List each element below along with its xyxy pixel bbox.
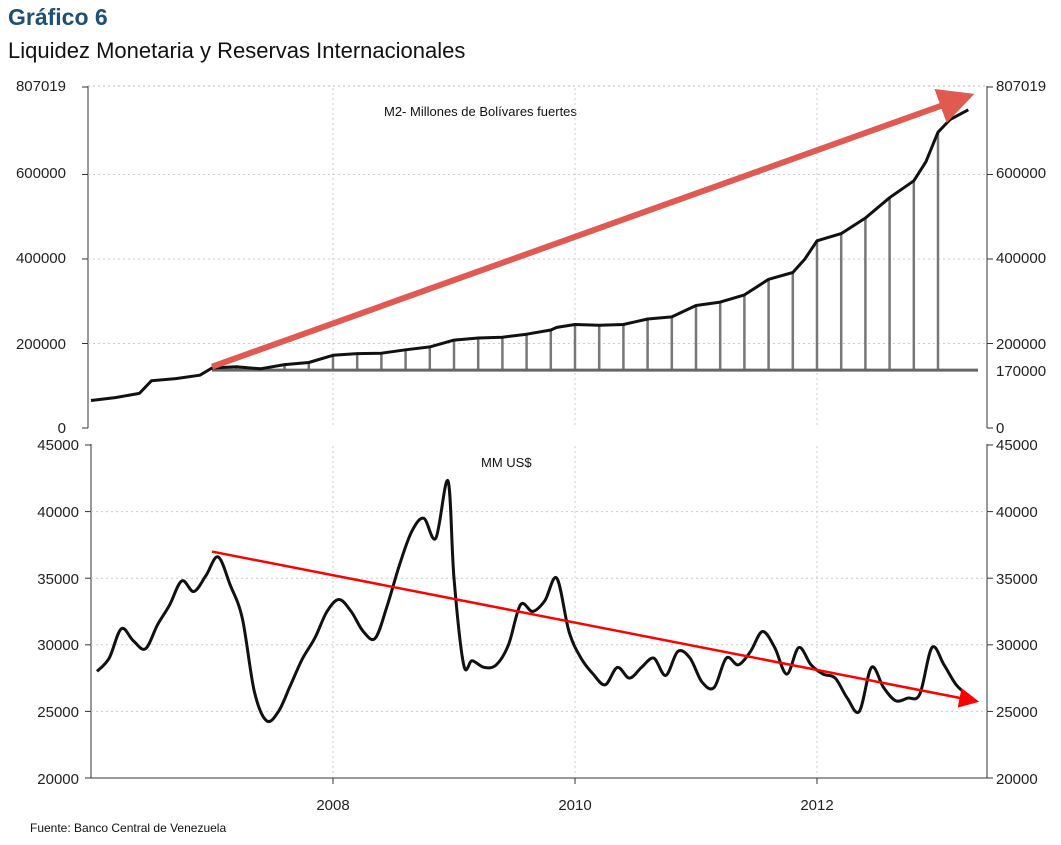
source-note: Fuente: Banco Central de Venezuela	[30, 821, 227, 835]
bottom-ytick-right-30000: 30000	[996, 637, 1038, 654]
xtick-2012: 2012	[800, 797, 833, 814]
chart-subtitle: Liquidez Monetaria y Reservas Internacio…	[8, 38, 466, 63]
top-ytick-400000: 400000	[16, 250, 66, 267]
bottom-ytick-40000: 40000	[37, 504, 79, 521]
xtick-2010: 2010	[558, 797, 591, 814]
bottom-ytick-30000: 30000	[37, 637, 79, 654]
bottom-ytick-45000: 45000	[37, 437, 79, 454]
top-annotation: M2- Millones de Bolívares fuertes	[384, 104, 577, 119]
bottom-annotation: MM US$	[481, 455, 532, 470]
top-m2-series-line	[90, 108, 970, 402]
top-ytick-0: 0	[58, 420, 66, 437]
top-ytick-600000: 600000	[16, 165, 66, 182]
bottom-ytick-right-20000: 20000	[996, 771, 1038, 788]
bottom-trend-arrow	[211, 550, 980, 708]
top-ytick-right-807019: 807019	[996, 78, 1046, 95]
bottom-ytick-right-25000: 25000	[996, 704, 1038, 721]
top-ytick-right-400000: 400000	[996, 250, 1046, 267]
bottom-ytick-right-35000: 35000	[996, 571, 1038, 588]
bottom-ytick-right-45000: 45000	[996, 437, 1038, 454]
bottom-ytick-25000: 25000	[37, 704, 79, 721]
reference-line-label: 170000	[996, 363, 1046, 380]
chart-title: Gráfico 6	[8, 4, 108, 30]
top-ytick-right-600000: 600000	[996, 165, 1046, 182]
bottom-ytick-20000: 20000	[37, 771, 79, 788]
top-ytick-right-0: 0	[996, 420, 1004, 437]
top-ytick-807019: 807019	[16, 78, 66, 95]
bottom-ytick-right-40000: 40000	[996, 504, 1038, 521]
bottom-ytick-35000: 35000	[37, 571, 79, 588]
top-ytick-200000: 200000	[16, 336, 66, 353]
bottom-reserves-series-line	[95, 479, 970, 724]
top-trend-arrow	[210, 89, 975, 370]
xtick-2008: 2008	[316, 797, 349, 814]
top-ytick-right-200000: 200000	[996, 336, 1046, 353]
